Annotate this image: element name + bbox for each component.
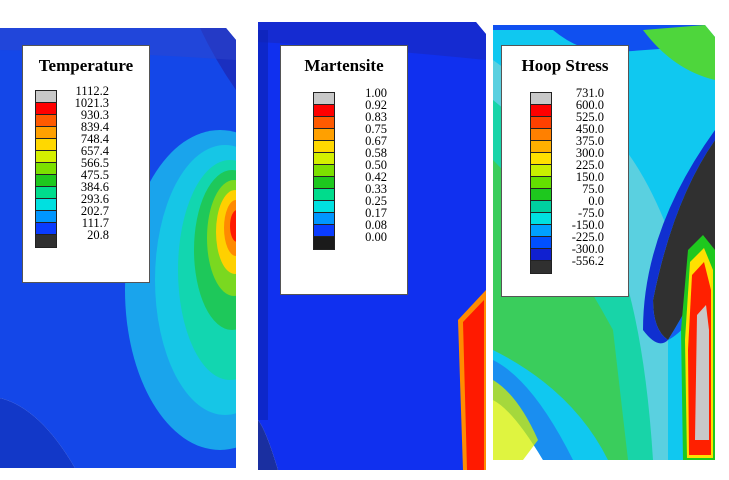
- hoop-stress-panel: Hoop Stress 731.0 600.0 525.0 450.0 375.0 300…: [493, 0, 729, 480]
- legend-tick-label: -556.2: [571, 254, 604, 268]
- legend-tick-label: 0.17: [365, 206, 387, 220]
- legend-tick-label: 225.0: [575, 158, 604, 172]
- legend-tick-label: 1.00: [365, 86, 387, 100]
- legend-swatch: [36, 175, 56, 187]
- legend-tick-label: 1112.2: [75, 84, 109, 98]
- legend-tick-label: 475.5: [80, 168, 109, 182]
- legend-swatch: [314, 105, 334, 117]
- legend-tick-label: 450.0: [575, 122, 604, 136]
- legend-swatch: [314, 153, 334, 165]
- legend-swatch: [531, 237, 551, 249]
- legend-tick-label: 0.50: [365, 158, 387, 172]
- legend-swatch: [531, 141, 551, 153]
- legend-swatch: [36, 103, 56, 115]
- legend-swatch: [531, 201, 551, 213]
- legend-tick-label: 0.33: [365, 182, 387, 196]
- legend-title: Hoop Stress: [521, 56, 609, 75]
- legend-swatch: [314, 141, 334, 153]
- legend-tick-label: 748.4: [80, 132, 109, 146]
- legend-tick-label: 0.92: [365, 98, 387, 112]
- legend-swatch: [531, 189, 551, 201]
- legend-swatch: [531, 213, 551, 225]
- legend-swatch: [531, 165, 551, 177]
- legend-tick-label: -150.0: [571, 218, 604, 232]
- legend-tick-label: 0.08: [365, 218, 387, 232]
- martensite-panel: Martensite 1.00 0.92 0.83 0.75 0.67 0.58 0.50 0…: [258, 0, 493, 480]
- legend-tick-label: 566.5: [80, 156, 109, 170]
- legend-title: Temperature: [38, 56, 134, 75]
- legend-tick-label: 300.0: [575, 146, 604, 160]
- legend-tick-label: -75.0: [577, 206, 604, 220]
- legend-tick-label: 111.7: [81, 216, 109, 230]
- legend-swatch: [531, 177, 551, 189]
- legend-swatch: [36, 211, 56, 223]
- legend-tick-label: 1021.3: [74, 96, 109, 110]
- legend-swatch: [36, 151, 56, 163]
- legend-swatch: [314, 213, 334, 225]
- legend-swatch: [36, 127, 56, 139]
- legend-tick-label: 839.4: [80, 120, 109, 134]
- legend-tick-label: 600.0: [575, 98, 604, 112]
- legend-swatch: [314, 189, 334, 201]
- legend-tick-label: 20.8: [87, 228, 109, 242]
- legend-swatch: [314, 93, 334, 105]
- legend-tick-label: 731.0: [575, 86, 604, 100]
- legend-swatch: [531, 93, 551, 105]
- legend-tick-label: 930.3: [80, 108, 109, 122]
- legend-tick-label: 0.42: [365, 170, 387, 184]
- legend-swatch: [531, 117, 551, 129]
- legend-swatch: [531, 105, 551, 117]
- legend-swatch: [531, 153, 551, 165]
- legend-tick-label: 0.0: [588, 194, 604, 208]
- legend-swatch: [36, 163, 56, 175]
- legend-swatch: [314, 117, 334, 129]
- legend-swatch: [314, 177, 334, 189]
- temperature-legend: Temperature 1112.2 1021.3 930.3 839.4 748.4 6…: [22, 45, 150, 283]
- temperature-panel: Temperature 1112.2 1021.3 930.3 839.4 748.4 6…: [0, 0, 243, 480]
- legend-swatch: [36, 91, 56, 103]
- legend-tick-label: 0.58: [365, 146, 387, 160]
- martensite-color-bar: [313, 92, 335, 250]
- legend-tick-label: 657.4: [80, 144, 109, 158]
- legend-tick-label: 0.00: [365, 230, 387, 244]
- legend-swatch: [314, 201, 334, 213]
- legend-tick-label: -300.0: [571, 242, 604, 256]
- legend-tick-label: 384.6: [80, 180, 109, 194]
- legend-tick-label: -225.0: [571, 230, 604, 244]
- legend-swatch: [36, 139, 56, 151]
- hoop-stress-legend: Hoop Stress 731.0 600.0 525.0 450.0 375.0 300…: [501, 45, 629, 297]
- legend-swatch: [531, 129, 551, 141]
- legend-tick-label: 293.6: [80, 192, 109, 206]
- legend-tick-label: 0.83: [365, 110, 387, 124]
- legend-tick-label: 0.25: [365, 194, 387, 208]
- legend-tick-label: 202.7: [80, 204, 109, 218]
- legend-tick-label: 150.0: [575, 170, 604, 184]
- legend-tick-label: 0.67: [365, 134, 387, 148]
- legend-title: Martensite: [304, 56, 384, 75]
- legend-tick-label: 525.0: [575, 110, 604, 124]
- legend-swatch: [531, 225, 551, 237]
- legend-tick-label: 375.0: [575, 134, 604, 148]
- legend-swatch: [36, 199, 56, 211]
- legend-tick-label: 0.75: [365, 122, 387, 136]
- legend-swatch: [314, 237, 334, 249]
- hoop-stress-color-bar: [530, 92, 552, 274]
- martensite-legend: Martensite 1.00 0.92 0.83 0.75 0.67 0.58 0.50 0…: [280, 45, 408, 295]
- legend-swatch: [36, 235, 56, 247]
- legend-swatch: [531, 249, 551, 261]
- legend-swatch: [36, 115, 56, 127]
- legend-swatch: [531, 261, 551, 273]
- legend-swatch: [36, 223, 56, 235]
- temperature-color-bar: [35, 90, 57, 248]
- legend-swatch: [314, 129, 334, 141]
- legend-swatch: [314, 165, 334, 177]
- legend-swatch: [314, 225, 334, 237]
- legend-swatch: [36, 187, 56, 199]
- legend-tick-label: 75.0: [582, 182, 604, 196]
